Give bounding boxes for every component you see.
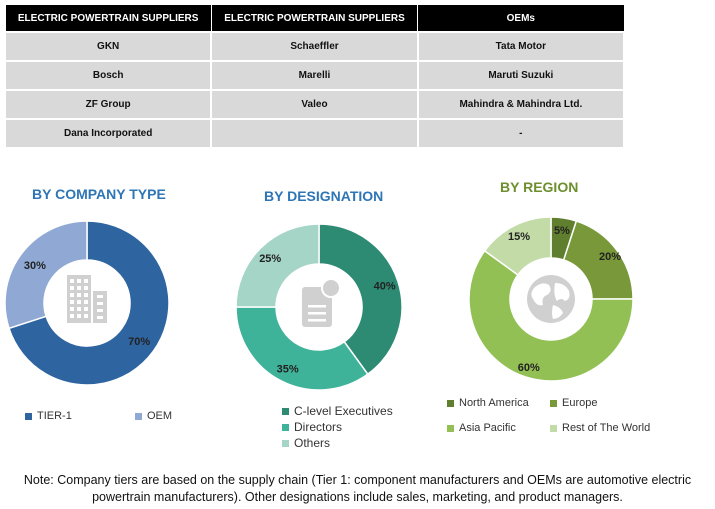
legend-label: Directors	[294, 420, 343, 434]
legend-item: Rest of The World	[550, 422, 650, 434]
table-cell: Valeo	[210, 89, 419, 120]
legend-label: OEM	[147, 410, 173, 422]
table-cell: -	[416, 118, 626, 149]
data-label: 40%	[374, 281, 396, 293]
legend-swatch	[550, 424, 557, 432]
legend-item: North America	[447, 397, 529, 409]
legend-swatch	[282, 407, 289, 415]
legend-swatch	[135, 412, 142, 420]
table-row: Bosch Marelli Maruti Suzuki	[3, 60, 626, 91]
table-header-cell: ELECTRIC POWERTRAIN SUPPLIERS	[210, 4, 419, 33]
table-cell: Marelli	[210, 60, 419, 91]
legend-label: TIER-1	[37, 410, 72, 422]
data-label: 25%	[259, 253, 281, 265]
table-cell: Bosch	[3, 60, 213, 91]
data-label: 15%	[508, 231, 530, 243]
chart-title-company-type: BY COMPANY TYPE	[32, 186, 166, 202]
slice-rest-of-the-world	[483, 216, 552, 276]
table-cell: Dana Incorporated	[3, 118, 213, 149]
data-label: 20%	[599, 251, 621, 263]
legend-swatch	[550, 399, 557, 407]
legend-item: TIER-1	[25, 410, 72, 422]
slice-tier-1	[8, 220, 170, 386]
legend-swatch	[282, 439, 289, 447]
data-label: 70%	[128, 336, 150, 348]
donut-chart-designation: 40% 35% 25%	[235, 223, 403, 391]
table-cell	[210, 118, 419, 149]
slice-asia-pacific	[468, 249, 634, 382]
legend-item: C-level Executives	[282, 404, 393, 418]
table-cell: Mahindra & Mahindra Ltd.	[416, 89, 626, 120]
data-label: 30%	[24, 260, 46, 272]
legend-label: Europe	[562, 397, 598, 409]
table-cell: Schaeffler	[210, 31, 419, 62]
table-cell: Maruti Suzuki	[416, 60, 626, 91]
chart-title-designation: BY DESIGNATION	[264, 188, 384, 204]
table-row: GKN Schaeffler Tata Motor	[3, 31, 626, 62]
data-label: 35%	[277, 363, 299, 375]
globe-icon	[527, 275, 575, 323]
legend-swatch	[447, 424, 454, 432]
legend-swatch	[282, 423, 289, 431]
legend-item: Others	[282, 436, 330, 450]
slice-others	[235, 223, 320, 308]
slice-directors	[235, 306, 369, 391]
building-icon	[67, 275, 107, 323]
legend-item: Directors	[282, 420, 342, 434]
table-header-cell: ELECTRIC POWERTRAIN SUPPLIERS	[4, 4, 212, 33]
table-row: Dana Incorporated -	[3, 118, 626, 149]
data-label: 5%	[554, 225, 570, 237]
donut-chart-company-type: 70% 30%	[4, 220, 170, 386]
legend-swatch	[447, 399, 454, 407]
legend-label: Rest of The World	[562, 422, 651, 434]
slice-c-level-executives	[318, 223, 403, 376]
table-header-row: ELECTRIC POWERTRAIN SUPPLIERS ELECTRIC P…	[4, 4, 625, 33]
table-cell: Tata Motor	[416, 31, 626, 62]
legend-label: Asia Pacific	[459, 422, 516, 434]
legend-item: Asia Pacific	[447, 422, 516, 434]
donut-chart-region: 5% 20% 60% 15%	[468, 216, 634, 382]
legend-label: North America	[459, 397, 529, 409]
document-icon	[302, 278, 341, 327]
data-label: 60%	[518, 362, 540, 374]
table-row: ZF Group Valeo Mahindra & Mahindra Ltd.	[3, 89, 626, 120]
legend-item: OEM	[135, 410, 172, 422]
table-header-cell: OEMs	[417, 4, 625, 33]
footnote: Note: Company tiers are based on the sup…	[23, 473, 692, 504]
legend-label: C-level Executives	[294, 404, 393, 418]
table-cell: ZF Group	[3, 89, 213, 120]
slice-oem	[4, 220, 88, 330]
legend-item: Europe	[550, 397, 597, 409]
table-cell: GKN	[3, 31, 213, 62]
legend-swatch	[25, 412, 32, 420]
suppliers-table: ELECTRIC POWERTRAIN SUPPLIERS ELECTRIC P…	[3, 4, 626, 149]
chart-title-region: BY REGION	[500, 179, 579, 195]
legend-label: Others	[294, 436, 331, 450]
